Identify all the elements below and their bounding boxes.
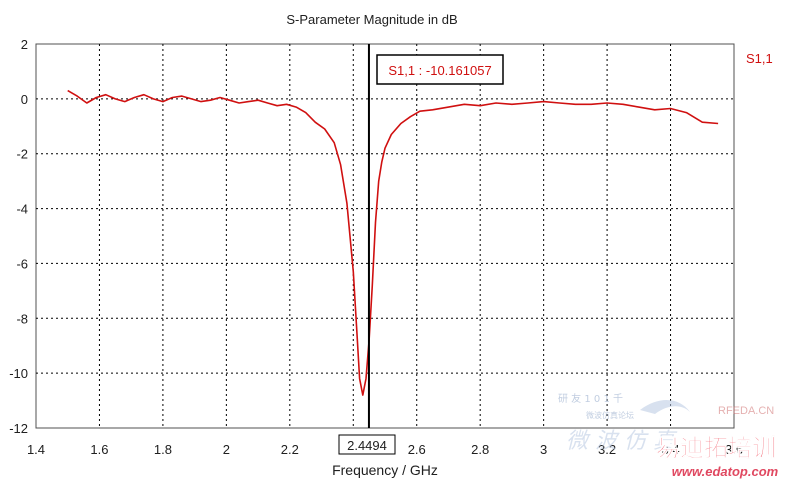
chart-title: S-Parameter Magnitude in dB bbox=[286, 12, 457, 27]
watermark-cn-small: 研 友 1 0 1 千 bbox=[558, 392, 623, 405]
x-tick-label: 3 bbox=[540, 442, 547, 457]
y-tick-label: 0 bbox=[21, 92, 28, 107]
watermark-site-tag: RFEDA.CN bbox=[718, 405, 774, 417]
marker-readout-text: S1,1 : -10.161057 bbox=[388, 63, 491, 78]
marker-readout: S1,1 : -10.161057 bbox=[376, 54, 504, 85]
marker-x-value: 2.4494 bbox=[347, 438, 387, 453]
watermark-cn-big: 微 波 仿 真 bbox=[566, 429, 678, 454]
x-tick-label: 2.2 bbox=[281, 442, 299, 457]
x-tick-label: 2.6 bbox=[408, 442, 426, 457]
plot-area bbox=[35, 43, 735, 429]
x-tick-label: 3.4 bbox=[662, 442, 680, 457]
y-tick-label: -6 bbox=[16, 256, 28, 271]
y-tick-labels: 2 0 -2 -4 -6 -8 -10 -12 bbox=[9, 37, 28, 436]
x-axis-label: Frequency / GHz bbox=[332, 462, 438, 478]
y-tick-label: 2 bbox=[21, 37, 28, 52]
x-tick-label: 3.6 bbox=[725, 442, 743, 457]
y-tick-label: -10 bbox=[9, 366, 28, 381]
x-tick-label: 3.2 bbox=[598, 442, 616, 457]
marker-readout-box bbox=[376, 54, 504, 85]
y-tick-label: -2 bbox=[16, 147, 28, 162]
marker-x-box bbox=[338, 434, 396, 455]
grid-lines bbox=[36, 44, 734, 428]
x-tick-label: 1.6 bbox=[90, 442, 108, 457]
y-tick-label: -12 bbox=[9, 421, 28, 436]
watermark-url: www.edatop.com bbox=[672, 464, 779, 479]
watermark: 研 友 1 0 1 千 微波仿真论坛 RFEDA.CN 微 波 仿 真 bbox=[558, 392, 774, 454]
y-tick-label: -8 bbox=[16, 311, 28, 326]
x-tick-label: 1.8 bbox=[154, 442, 172, 457]
x-tick-label: 2.8 bbox=[471, 442, 489, 457]
watermark-bird-icon bbox=[640, 400, 690, 414]
series-line-s11 bbox=[67, 89, 719, 396]
x-tick-label: 1.4 bbox=[27, 442, 45, 457]
x-tick-labels: 1.41.61.822.22.42.62.833.23.43.6 bbox=[27, 442, 743, 457]
legend-entry-s11: S1,1 bbox=[746, 51, 773, 66]
marker-x-readout: 2.4494 bbox=[338, 434, 396, 455]
watermark-cn-sub: 微波仿真论坛 bbox=[586, 410, 634, 420]
y-tick-label: -4 bbox=[16, 202, 28, 217]
watermark-brand: 易迪拓培训 bbox=[656, 434, 776, 462]
x-tick-label: 2 bbox=[223, 442, 230, 457]
